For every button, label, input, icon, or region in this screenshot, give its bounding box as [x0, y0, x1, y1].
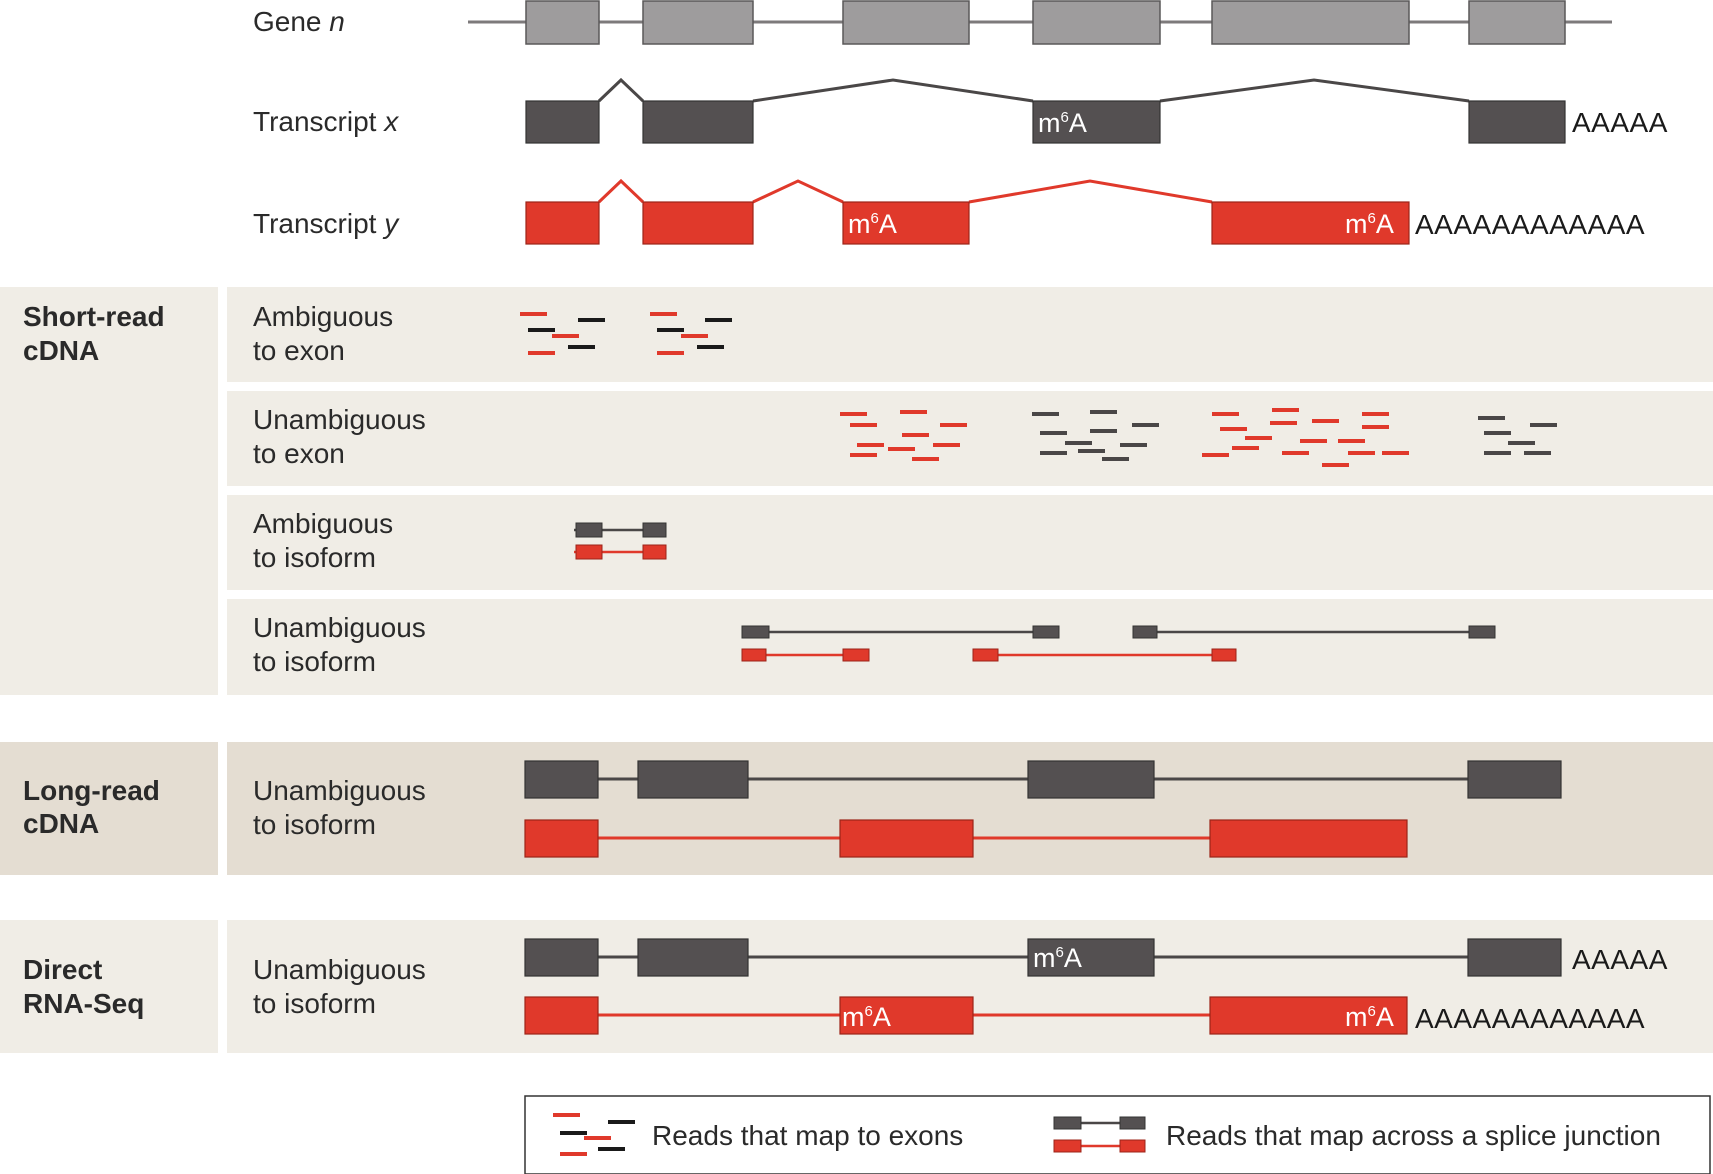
row-label-ambiguous-exon-1: Ambiguous	[253, 301, 393, 332]
gene-exon-6	[1468, 0, 1566, 45]
transcript-y-intron-2	[752, 179, 844, 204]
gene-exon-3	[842, 0, 970, 45]
direct-rna-row-label-2: to isoform	[253, 988, 376, 1019]
unambiguous-exon-reads	[840, 408, 1557, 467]
transcript-x-m6a-label: m6A	[1038, 108, 1087, 138]
transcript-y-exon-1	[525, 201, 600, 245]
transcript-y-intron-3	[968, 179, 1213, 204]
row-label-unambiguous-exon-1: Unambiguous	[253, 404, 426, 435]
junction-read-y-exon1-exon2	[574, 544, 667, 560]
short-read-title-line2: cDNA	[23, 335, 99, 366]
transcript-y-label: Transcript y	[253, 208, 400, 239]
gene-exon-5	[1211, 0, 1410, 45]
gene-exon-1	[525, 0, 600, 45]
transcript-y-polya: AAAAAAAAAAAA	[1415, 209, 1645, 240]
transcript-x-exon-4	[1032, 100, 1161, 144]
junction-read-x-exon2-exon4	[741, 625, 1060, 639]
exon6-reads	[1478, 416, 1557, 455]
legend: Reads that map to exons Reads that map a…	[524, 1095, 1711, 1174]
direct-rna-x-polya: AAAAA	[1572, 944, 1668, 975]
direct-rna-row-label-1: Unambiguous	[253, 954, 426, 985]
row-label-ambiguous-isoform-2: to isoform	[253, 542, 376, 573]
transcript-x-exon-1	[525, 100, 600, 144]
transcript-x-exon-6	[1468, 100, 1566, 144]
transcript-x-intron-2	[752, 78, 1034, 103]
section-panels	[0, 287, 1713, 1053]
long-read-row-label-1: Unambiguous	[253, 775, 426, 806]
junction-read-x-exon4-exon6	[1132, 625, 1496, 639]
transcript-x-exon-2	[642, 100, 754, 144]
gene-exon-4	[1032, 0, 1161, 45]
gene-label: Gene n	[253, 6, 345, 37]
panel-ambiguous-exon	[227, 287, 1713, 382]
gene-track: Gene n	[253, 0, 1612, 45]
exon3-reads	[840, 410, 967, 461]
short-read-section: Short-read cDNA Ambiguous to exon Unambi…	[23, 301, 426, 677]
unambiguous-isoform-reads	[741, 625, 1496, 662]
transcript-x-label: Transcript x	[253, 106, 399, 137]
transcript-y-exon-3	[842, 201, 970, 245]
transcript-x-polya: AAAAA	[1572, 107, 1668, 138]
transcript-y-exon-5	[1211, 201, 1410, 245]
transcript-x-intron-1	[597, 77, 645, 103]
direct-rna-title-panel	[0, 920, 218, 1053]
ambiguous-exon-read-cluster-2	[650, 312, 732, 355]
legend-box	[524, 1095, 1711, 1174]
direct-rna-y-m6a-label-2: m6A	[1345, 1002, 1394, 1032]
direct-rna-title-line1: Direct	[23, 954, 102, 985]
short-read-title-panel	[0, 287, 218, 695]
transcript-y-intron-1	[597, 178, 645, 204]
junction-reads-swatch	[1053, 1116, 1146, 1153]
transcript-y-track: Transcript y m6A m6A AAAAAAAAAAAA	[253, 178, 1645, 245]
legend-junction-reads-label: Reads that map across a splice junction	[1166, 1120, 1661, 1151]
long-read-row-label-2: to isoform	[253, 809, 376, 840]
row-label-ambiguous-isoform-1: Ambiguous	[253, 508, 393, 539]
long-read-isoform-y	[524, 819, 1408, 858]
direct-rna-isoform-y: m6A m6A AAAAAAAAAAAA	[524, 996, 1645, 1035]
transcript-y-exon-2	[642, 201, 754, 245]
gene-exon-2	[642, 0, 754, 45]
direct-rna-title-line2: RNA-Seq	[23, 988, 144, 1019]
junction-read-x-exon1-exon2	[574, 522, 667, 538]
long-read-title-line2: cDNA	[23, 808, 99, 839]
panel-ambiguous-isoform	[227, 495, 1713, 590]
long-read-section: Long-read cDNA Unambiguous to isoform	[23, 760, 1562, 858]
ambiguous-isoform-reads	[574, 522, 667, 560]
long-read-title-line1: Long-read	[23, 775, 160, 806]
row-label-unambiguous-isoform-2: to isoform	[253, 646, 376, 677]
direct-rna-section: Direct RNA-Seq Unambiguous to isoform m6…	[23, 938, 1668, 1035]
transcript-x-intron-3	[1159, 78, 1470, 103]
row-label-ambiguous-exon-2: to exon	[253, 335, 345, 366]
direct-rna-y-polya: AAAAAAAAAAAA	[1415, 1003, 1645, 1034]
exon5-reads	[1202, 408, 1409, 467]
ambiguous-exon-read-cluster-1	[520, 312, 605, 355]
panel-unambiguous-exon	[227, 391, 1713, 486]
long-read-isoform-x	[524, 760, 1562, 799]
row-label-unambiguous-isoform-1: Unambiguous	[253, 612, 426, 643]
short-read-title-line1: Short-read	[23, 301, 165, 332]
panel-unambiguous-isoform	[227, 599, 1713, 695]
ambiguous-exon-reads	[520, 312, 732, 355]
direct-rna-isoform-x: m6A AAAAA	[524, 938, 1668, 977]
transcript-y-m6a-label-2: m6A	[1345, 209, 1394, 239]
transcript-x-track: Transcript x m6A AAAAA	[253, 77, 1668, 144]
direct-rna-y-m6a-label-1: m6A	[842, 1002, 891, 1032]
junction-read-y-exon2-exon3	[741, 648, 870, 662]
long-read-title-panel	[0, 742, 218, 875]
legend-exon-reads-label: Reads that map to exons	[652, 1120, 963, 1151]
junction-read-y-exon3-exon5	[972, 648, 1237, 662]
transcript-y-m6a-label-1: m6A	[848, 209, 897, 239]
direct-rna-x-m6a-label: m6A	[1033, 943, 1082, 973]
row-label-unambiguous-exon-2: to exon	[253, 438, 345, 469]
exon4-reads	[1032, 410, 1159, 461]
exon-reads-swatch	[553, 1113, 635, 1156]
